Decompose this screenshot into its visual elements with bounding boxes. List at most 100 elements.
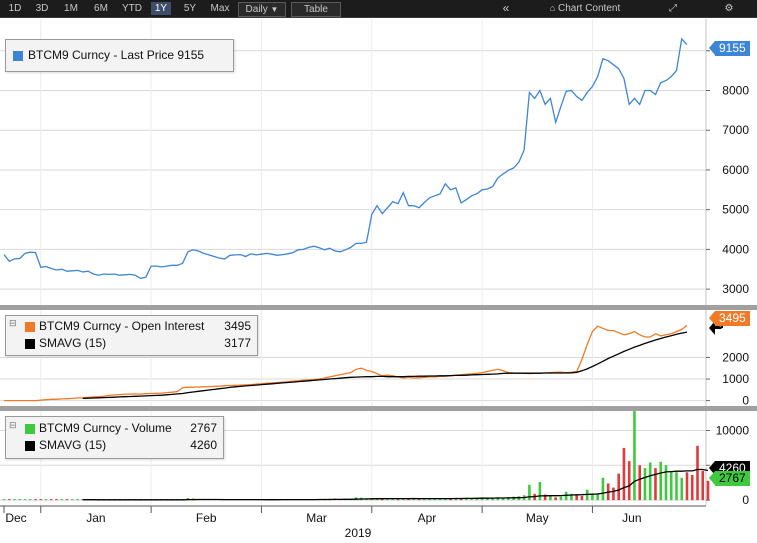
volume-bar (601, 477, 605, 501)
volume-bar (580, 495, 584, 501)
frequency-dropdown[interactable]: Daily ▼ (238, 2, 286, 17)
period-button-1y[interactable]: 1Y (151, 2, 171, 15)
x-month-label: Dec (5, 511, 26, 525)
price-swatch (13, 51, 23, 61)
x-year-label: 2019 (345, 526, 372, 540)
vol-smavg-line (82, 468, 709, 501)
volume-bar (659, 461, 663, 501)
oi-tick-label: 2000 (722, 350, 749, 364)
volume-bar (638, 465, 642, 501)
price-legend[interactable]: BTCM9 Curncy - Last Price 9155 (5, 39, 234, 72)
volume-bar (60, 499, 64, 501)
chart-icon: ⌂ (549, 3, 556, 13)
oi-smavg-swatch (25, 339, 35, 349)
price-tick-label: 5000 (722, 203, 749, 217)
panel-divider (0, 305, 757, 310)
x-month-label: Mar (306, 511, 327, 525)
volume-last-value-tag: 2767 (709, 471, 750, 486)
period-button-1m[interactable]: 1M (64, 3, 78, 14)
vol-tick-label: 10000 (716, 423, 750, 437)
volume-bar (669, 470, 673, 501)
volume-bar (690, 475, 694, 501)
chart-toolbar: 1D 3D 1M 6M YTD 1Y 5Y Max Daily ▼ Table « ⌂ Cha… (0, 0, 757, 18)
volume-bar (18, 499, 22, 501)
volume-bar (412, 499, 416, 501)
volume-bar (596, 493, 599, 501)
period-button-6m[interactable]: 6M (94, 3, 108, 14)
volume-panel: 0500010000 (0, 411, 757, 507)
volume-bar (622, 447, 626, 501)
x-month-label: Jan (86, 511, 105, 525)
x-month-label: Jun (622, 511, 641, 525)
volume-bar (654, 468, 657, 501)
volume-bar (428, 498, 431, 501)
oi-smavg-legend-value: 3177 (224, 336, 251, 350)
price-last-value-tag: 9155 (709, 41, 750, 56)
volume-bar (591, 494, 594, 501)
vol-smavg-legend-value: 4260 (190, 438, 217, 452)
oi-smavg-legend-label: SMAVG (15) (39, 336, 107, 350)
volume-bar (538, 482, 542, 501)
oi-tick-label: 1000 (722, 372, 749, 386)
volume-bar (491, 497, 494, 501)
tree-collapse-icon[interactable]: ⊟ (9, 420, 17, 430)
period-button-5y[interactable]: 5Y (183, 3, 197, 14)
x-month-label: May (526, 511, 549, 525)
period-button-max[interactable]: Max (210, 3, 230, 14)
volume-bar (386, 498, 389, 501)
oi-smavg-last-value-text: 3177 (719, 322, 746, 330)
volume-legend-value: 2767 (190, 421, 217, 435)
expand-arrow-icon[interactable]: ⤢ (669, 3, 677, 14)
volume-bar (680, 477, 684, 501)
gear-icon[interactable]: ⚙ (724, 3, 734, 14)
volume-bar (49, 499, 53, 501)
volume-bar (648, 462, 652, 501)
volume-bar (528, 484, 531, 501)
volume-bar (496, 497, 500, 501)
volume-bar (696, 445, 699, 501)
frequency-label: Daily (245, 4, 268, 15)
price-tick-label: 7000 (722, 123, 749, 137)
open-interest-legend[interactable]: ⊟ BTCM9 Curncy - Open Interest 3495 SMAV… (5, 315, 258, 356)
oi-tick-label: 0 (742, 394, 749, 408)
volume-bar (486, 498, 489, 501)
period-button-3d[interactable]: 3D (35, 3, 49, 14)
volume-bar (7, 499, 11, 501)
volume-bar (507, 496, 510, 501)
volume-bar (701, 470, 705, 501)
volume-bar (2, 499, 6, 501)
volume-bar (28, 499, 32, 501)
volume-bar (559, 496, 563, 501)
vol-smavg-legend-label: SMAVG (15) (39, 438, 107, 452)
volume-bar (454, 498, 458, 501)
volume-bar (549, 495, 552, 501)
volume-bar (34, 499, 37, 501)
volume-bar (396, 498, 400, 501)
tree-collapse-icon[interactable]: ⊟ (9, 318, 17, 328)
x-axis: Dec Jan Feb Mar Apr May Jun 2019 (0, 305, 757, 543)
volume-bar (65, 499, 69, 501)
dropdown-arrow-icon: ▼ (270, 5, 279, 14)
period-button-1d[interactable]: 1D (8, 3, 22, 14)
volume-legend[interactable]: ⊟ BTCM9 Curncy - Volume 2767 SMAVG (15) … (5, 416, 224, 459)
volume-legend-label: BTCM9 Curncy - Volume (39, 421, 172, 435)
vol-smavg-swatch (25, 441, 35, 451)
volume-bar (627, 461, 631, 501)
x-axis-background (0, 506, 757, 543)
volume-bar (76, 499, 79, 501)
chart-content-button[interactable]: ⌂ Chart Content (535, 2, 635, 15)
price-line (3, 37, 688, 280)
volume-bar (23, 499, 27, 501)
volume-bar (554, 497, 557, 501)
chart-content-label: Chart Content (557, 3, 621, 14)
oi-smavg-line (82, 331, 688, 400)
price-legend-label: BTCM9 Curncy - Last Price 9155 (28, 48, 205, 62)
price-tick-label: 6000 (722, 163, 749, 177)
volume-bar (391, 499, 395, 501)
double-chevron-left-icon[interactable]: « (502, 1, 510, 15)
table-button[interactable]: Table (291, 2, 341, 17)
period-button-ytd[interactable]: YTD (122, 3, 142, 14)
open-interest-last-value-tag: 3495 (709, 311, 750, 326)
volume-bar (401, 499, 405, 501)
